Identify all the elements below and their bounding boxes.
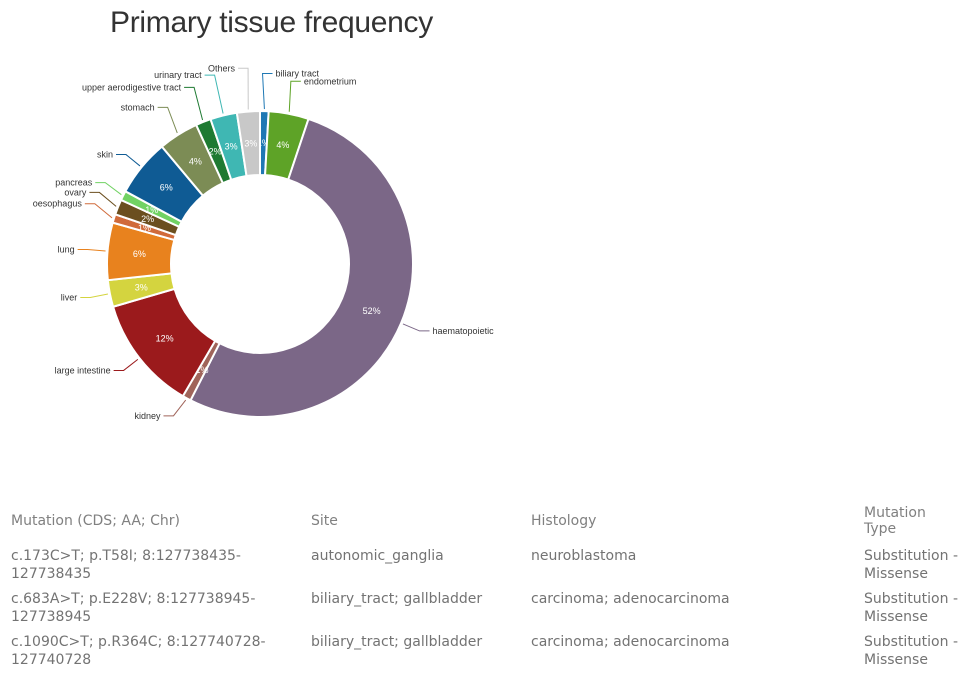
percent-label-oesophagus: 1% [138,223,151,233]
donut-chart: 1% biliary tract 4% endometrium 52% haematopo… [33,63,495,421]
cell-site: biliary_tract; gallbladder [311,591,483,607]
cell-histology: carcinoma; adenocarcinoma [531,634,730,650]
connector-stomach [157,106,178,134]
connector-others [238,67,249,110]
connector-biliary-tract [261,72,273,110]
header-histology[interactable]: Histology [531,513,597,529]
table-header-row: Mutation (CDS; AA; Chr) Site Histology M… [0,497,959,545]
label-liver: liver [61,292,78,302]
percent-label-others: 3% [244,138,257,148]
label-stomach: stomach [121,102,155,112]
connector-kidney [163,399,187,417]
connector-upper-aerodigestive-tract [184,86,204,121]
percent-label-lung: 6% [133,249,146,259]
label-ovary: ovary [64,187,87,197]
cell-site: autonomic_ganglia [311,548,444,564]
cell-site: biliary_tract; gallbladder [311,634,483,650]
percent-label-stomach: 4% [189,157,202,167]
cell-histology: carcinoma; adenocarcinoma [531,591,730,607]
label-oesophagus: oesophagus [33,199,83,209]
cell-mutation: c.683A>T; p.E228V; 8:127738945-127738945 [11,591,256,625]
percent-label-kidney: 1% [195,365,208,375]
label-others: Others [208,63,236,73]
label-upper-aerodigestive-tract: upper aerodigestive tract [82,82,182,92]
percent-label-urinary-tract: 3% [225,141,238,151]
header-mutation-type[interactable]: Mutation Type [864,505,926,537]
percent-label-haematopoietic: 52% [363,306,381,316]
cell-mutation-type: Substitution - Missense [864,634,959,668]
connector-lung [77,249,106,252]
percent-label-ovary: 2% [141,214,154,224]
label-skin: skin [97,150,113,160]
percent-label-skin: 6% [160,182,173,192]
percent-label-liver: 3% [135,282,148,292]
connector-large-intestine [113,358,139,371]
slice-others[interactable] [235,109,261,178]
percent-label-pancreas: 1% [145,205,158,215]
cell-mutation: c.1090C>T; p.R364C; 8:127740728-12774072… [11,634,266,668]
label-haematopoietic: haematopoietic [433,326,495,336]
header-site[interactable]: Site [311,513,338,529]
connector-pancreas [95,182,122,196]
mutation-table: Mutation (CDS; AA; Chr) Site Histology M… [0,497,959,674]
connector-urinary-tract [204,74,224,114]
label-lung: lung [58,245,75,255]
label-large-intestine: large intestine [55,365,111,375]
connector-oesophagus [84,203,113,219]
slice-haematopoietic[interactable] [189,117,414,419]
table-row: c.1090C>T; p.R364C; 8:127740728-12774072… [0,631,959,674]
table-row: c.683A>T; p.E228V; 8:127738945-127738945… [0,588,959,631]
percent-label-upper-aerodigestive-tract: 2% [209,147,222,157]
table-row: c.173C>T; p.T58I; 8:127738435-127738435 … [0,545,959,588]
connector-haematopoietic [402,323,430,332]
cell-mutation: c.173C>T; p.T58I; 8:127738435-127738435 [11,548,241,582]
chart-title: Primary tissue frequency [110,6,433,39]
label-kidney: kidney [134,411,161,421]
label-urinary-tract: urinary tract [154,70,202,80]
connector-liver [80,293,109,298]
connector-endometrium [288,80,301,112]
label-endometrium: endometrium [304,76,357,86]
cell-histology: neuroblastoma [531,548,637,564]
label-pancreas: pancreas [55,178,93,188]
percent-label-endometrium: 4% [276,140,289,150]
cell-mutation-type: Substitution - Missense [864,548,959,582]
cell-mutation-type: Substitution - Missense [864,591,959,625]
connector-ovary [89,191,117,207]
header-mutation[interactable]: Mutation (CDS; AA; Chr) [11,513,180,529]
percent-label-large-intestine: 12% [156,333,174,343]
percent-label-biliary-tract: 1% [257,138,270,148]
connector-skin [116,154,141,167]
label-biliary-tract: biliary tract [276,68,320,78]
